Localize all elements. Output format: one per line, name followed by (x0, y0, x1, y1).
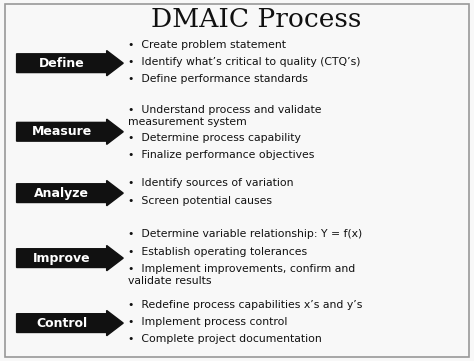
Text: •  Finalize performance objectives: • Finalize performance objectives (128, 150, 314, 160)
Text: •  Determine variable relationship: Y = f(x): • Determine variable relationship: Y = f… (128, 229, 362, 239)
Text: •  Create problem statement: • Create problem statement (128, 40, 286, 50)
Text: Measure: Measure (31, 125, 92, 138)
Text: •  Identify sources of variation: • Identify sources of variation (128, 178, 293, 188)
FancyArrow shape (17, 180, 123, 206)
Text: Control: Control (36, 317, 87, 330)
Text: •  Determine process capability: • Determine process capability (128, 133, 301, 143)
FancyArrow shape (17, 310, 123, 336)
FancyArrow shape (17, 51, 123, 76)
Text: •  Establish operating tolerances: • Establish operating tolerances (128, 247, 307, 257)
Text: •  Understand process and validate
measurement system: • Understand process and validate measur… (128, 105, 321, 127)
Text: •  Screen potential causes: • Screen potential causes (128, 196, 272, 206)
Text: •  Define performance standards: • Define performance standards (128, 74, 308, 84)
Text: Define: Define (39, 57, 84, 70)
Text: •  Redefine process capabilities x’s and y’s: • Redefine process capabilities x’s and … (128, 300, 362, 310)
Text: •  Implement improvements, confirm and
validate results: • Implement improvements, confirm and va… (128, 264, 355, 286)
FancyArrow shape (17, 245, 123, 271)
FancyArrow shape (17, 119, 123, 144)
Text: Improve: Improve (33, 252, 91, 265)
Text: •  Identify what’s critical to quality (CTQ’s): • Identify what’s critical to quality (C… (128, 57, 361, 67)
Text: •  Complete project documentation: • Complete project documentation (128, 334, 322, 344)
Text: DMAIC Process: DMAIC Process (151, 7, 361, 32)
Text: Analyze: Analyze (34, 187, 89, 200)
Text: •  Implement process control: • Implement process control (128, 317, 287, 327)
